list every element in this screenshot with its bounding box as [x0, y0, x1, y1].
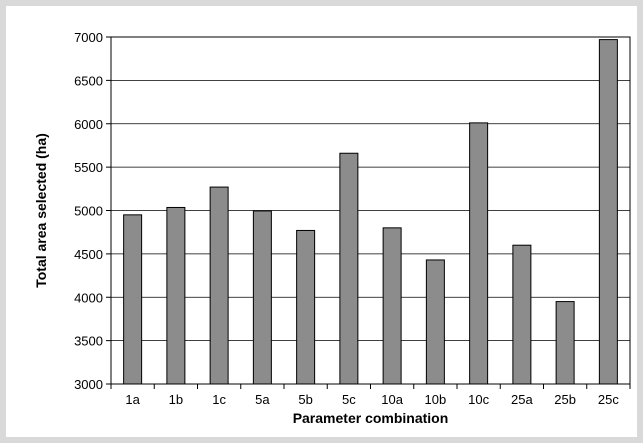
x-tick-label: 5a: [255, 392, 270, 407]
y-tick-labels: 3000 3500 4000 4500 5000 5500 6000 6500 7000: [74, 30, 103, 392]
gridlines: [111, 36, 630, 385]
x-tick-label: 10a: [381, 392, 403, 407]
y-tick-label: 3000: [74, 377, 103, 392]
y-axis-title: Total area selected (ha): [33, 133, 49, 288]
y-tick-label: 6000: [74, 117, 103, 132]
y-tick-label: 3500: [74, 334, 103, 349]
x-tick-label: 25a: [511, 392, 533, 407]
y-tick-label: 7000: [74, 30, 103, 45]
axes: [106, 36, 631, 389]
y-tick-label: 4000: [74, 290, 103, 305]
bar-5a: [252, 210, 272, 385]
bars: [123, 39, 618, 385]
bar-5c: [339, 152, 359, 385]
x-axis-title: Parameter combination: [293, 410, 449, 426]
x-tick-label: 5b: [298, 392, 312, 407]
x-tick-label: 25c: [598, 392, 619, 407]
y-tick-label: 5500: [74, 160, 103, 175]
bar-25b: [555, 301, 575, 385]
x-tick-label: 10b: [425, 392, 447, 407]
x-tick-label: 1a: [125, 392, 140, 407]
x-tick-label: 25b: [554, 392, 576, 407]
bar-1c: [209, 186, 229, 385]
x-tick-label: 5c: [342, 392, 356, 407]
x-tick-label: 1b: [169, 392, 183, 407]
y-tick-label: 4500: [74, 247, 103, 262]
chart-frame: 3000 3500 4000 4500 5000 5500 6000 6500 7000 1a 1…: [6, 6, 637, 437]
bar-10b: [425, 259, 445, 385]
x-tick-label: 10c: [468, 392, 489, 407]
bar-25a: [512, 244, 532, 385]
x-tick-labels: 1a 1b 1c 5a 5b 5c 10a 10b 10c 25a 25b 25c: [125, 392, 619, 407]
bar-10c: [469, 122, 489, 385]
y-tick-label: 6500: [74, 73, 103, 88]
bar-25c: [598, 39, 618, 385]
bar-1a: [123, 214, 143, 385]
x-tick-label: 1c: [212, 392, 226, 407]
y-tick-label: 5000: [74, 204, 103, 219]
bar-1b: [166, 206, 186, 385]
plot-border: [110, 36, 631, 385]
bar-5b: [296, 229, 316, 385]
bar-10a: [382, 227, 402, 385]
